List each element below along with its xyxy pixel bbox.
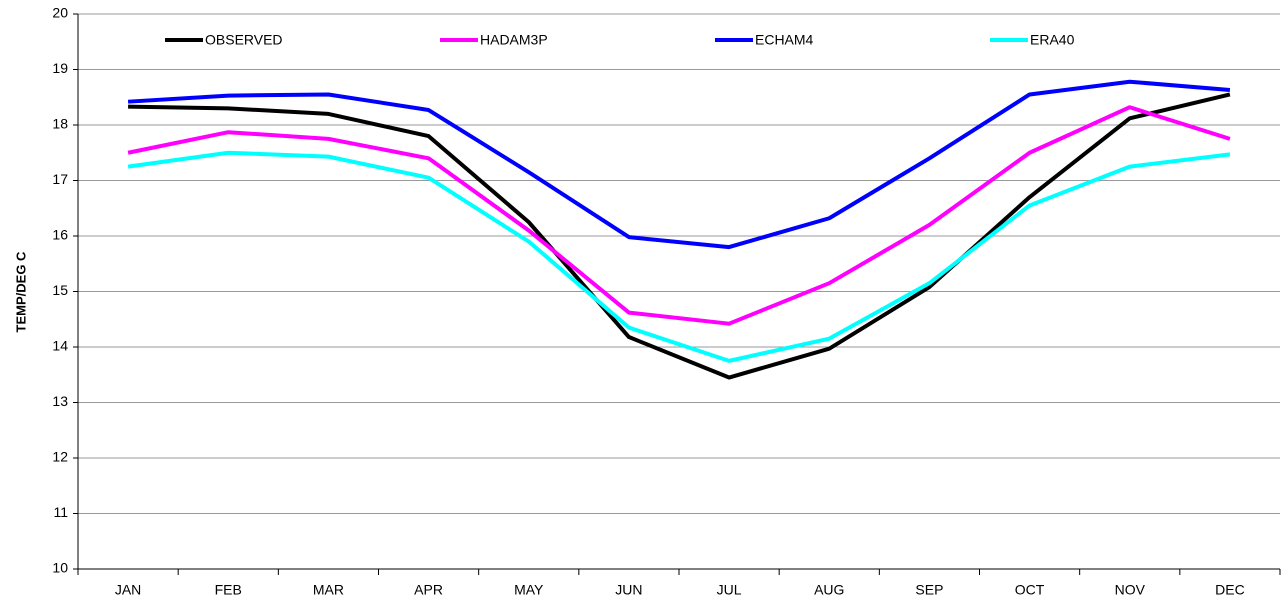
- x-tick-label: MAY: [514, 582, 544, 598]
- x-tick-label: FEB: [215, 582, 242, 598]
- x-tick-label: NOV: [1115, 582, 1146, 598]
- y-tick-label: 11: [53, 504, 68, 520]
- legend-label: OBSERVED: [205, 32, 283, 48]
- x-tick-label: DEC: [1215, 582, 1245, 598]
- x-tick-label: AUG: [814, 582, 844, 598]
- y-tick-label: 18: [52, 116, 68, 132]
- x-tick-label: APR: [414, 582, 443, 598]
- x-tick-label: MAR: [313, 582, 344, 598]
- series-line: [128, 92, 1231, 380]
- y-tick-label: 15: [52, 282, 68, 298]
- legend-label: ERA40: [1030, 32, 1075, 48]
- series-line: [127, 105, 1231, 326]
- y-tick-label: 10: [52, 560, 68, 576]
- series-line: [127, 79, 1231, 250]
- y-tick-label: 16: [52, 227, 68, 243]
- x-tick-label: JUN: [615, 582, 642, 598]
- legend-label: HADAM3P: [480, 32, 548, 48]
- y-tick-label: 19: [52, 60, 68, 76]
- series-line: [127, 150, 1231, 363]
- y-tick-label: 17: [52, 171, 68, 187]
- x-tick-label: JAN: [115, 582, 141, 598]
- y-tick-label: 13: [52, 393, 68, 409]
- y-tick-label: 14: [52, 338, 68, 354]
- x-tick-label: SEP: [915, 582, 943, 598]
- y-axis-label: TEMP/DEG C: [13, 251, 28, 333]
- x-tick-label: JUL: [717, 582, 742, 598]
- y-tick-label: 12: [52, 449, 68, 465]
- y-tick-label: 20: [52, 5, 68, 21]
- x-tick-label: OCT: [1015, 582, 1045, 598]
- legend-label: ECHAM4: [755, 32, 814, 48]
